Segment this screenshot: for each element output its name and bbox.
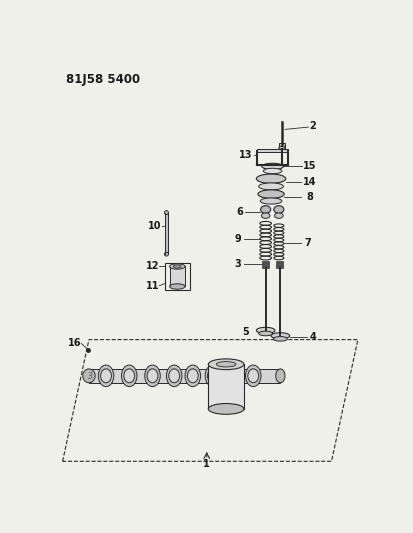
Bar bbox=[165, 213, 167, 254]
Ellipse shape bbox=[261, 163, 283, 169]
Ellipse shape bbox=[225, 369, 236, 383]
Bar bbox=[89, 369, 280, 383]
Ellipse shape bbox=[121, 365, 137, 386]
Ellipse shape bbox=[147, 369, 157, 383]
Ellipse shape bbox=[256, 174, 285, 183]
Bar bbox=[278, 143, 284, 148]
Text: 14: 14 bbox=[302, 177, 316, 187]
Ellipse shape bbox=[169, 369, 179, 383]
Bar bbox=[169, 266, 185, 287]
Ellipse shape bbox=[258, 183, 283, 190]
Text: 4: 4 bbox=[309, 332, 316, 342]
Ellipse shape bbox=[247, 369, 258, 383]
Ellipse shape bbox=[98, 365, 114, 386]
Ellipse shape bbox=[223, 365, 239, 386]
Text: 13: 13 bbox=[238, 150, 252, 160]
Ellipse shape bbox=[271, 333, 289, 339]
Ellipse shape bbox=[187, 369, 198, 383]
Ellipse shape bbox=[164, 211, 168, 214]
Bar bbox=[256, 149, 287, 152]
Bar bbox=[208, 364, 243, 409]
Ellipse shape bbox=[274, 213, 282, 219]
Ellipse shape bbox=[245, 365, 260, 386]
Ellipse shape bbox=[260, 198, 281, 204]
Text: 3: 3 bbox=[234, 259, 240, 269]
Ellipse shape bbox=[205, 365, 220, 386]
Text: 10: 10 bbox=[148, 221, 161, 231]
Ellipse shape bbox=[278, 147, 284, 149]
Text: 3: 3 bbox=[88, 372, 93, 381]
Ellipse shape bbox=[173, 265, 181, 268]
Ellipse shape bbox=[216, 361, 235, 367]
Ellipse shape bbox=[145, 365, 160, 386]
Ellipse shape bbox=[257, 190, 284, 198]
Text: 16: 16 bbox=[68, 338, 81, 349]
Ellipse shape bbox=[263, 168, 281, 174]
Ellipse shape bbox=[207, 369, 218, 383]
Text: 6: 6 bbox=[236, 207, 243, 217]
Ellipse shape bbox=[260, 206, 270, 213]
Bar bbox=[276, 261, 283, 268]
Text: 15: 15 bbox=[302, 161, 316, 172]
Text: 9: 9 bbox=[234, 234, 240, 244]
Ellipse shape bbox=[273, 206, 283, 213]
Ellipse shape bbox=[83, 369, 95, 383]
Ellipse shape bbox=[169, 284, 185, 289]
Bar bbox=[261, 261, 268, 268]
Text: 12: 12 bbox=[145, 261, 159, 271]
Ellipse shape bbox=[273, 336, 287, 341]
Ellipse shape bbox=[208, 359, 243, 370]
Bar bbox=[164, 263, 189, 290]
Text: 2: 2 bbox=[309, 120, 316, 131]
Ellipse shape bbox=[123, 369, 134, 383]
Text: 11: 11 bbox=[145, 281, 159, 290]
Ellipse shape bbox=[208, 403, 243, 414]
Ellipse shape bbox=[185, 365, 200, 386]
Ellipse shape bbox=[164, 252, 168, 256]
Text: 5: 5 bbox=[242, 327, 248, 337]
Ellipse shape bbox=[275, 369, 284, 383]
Text: 81J58 5400: 81J58 5400 bbox=[66, 73, 140, 86]
Ellipse shape bbox=[261, 213, 269, 219]
Text: 1: 1 bbox=[203, 459, 210, 470]
Ellipse shape bbox=[169, 264, 185, 269]
Text: 8: 8 bbox=[306, 192, 313, 202]
Ellipse shape bbox=[166, 365, 181, 386]
Ellipse shape bbox=[100, 369, 111, 383]
Ellipse shape bbox=[258, 331, 272, 336]
Ellipse shape bbox=[256, 327, 274, 334]
Text: 7: 7 bbox=[304, 238, 310, 248]
